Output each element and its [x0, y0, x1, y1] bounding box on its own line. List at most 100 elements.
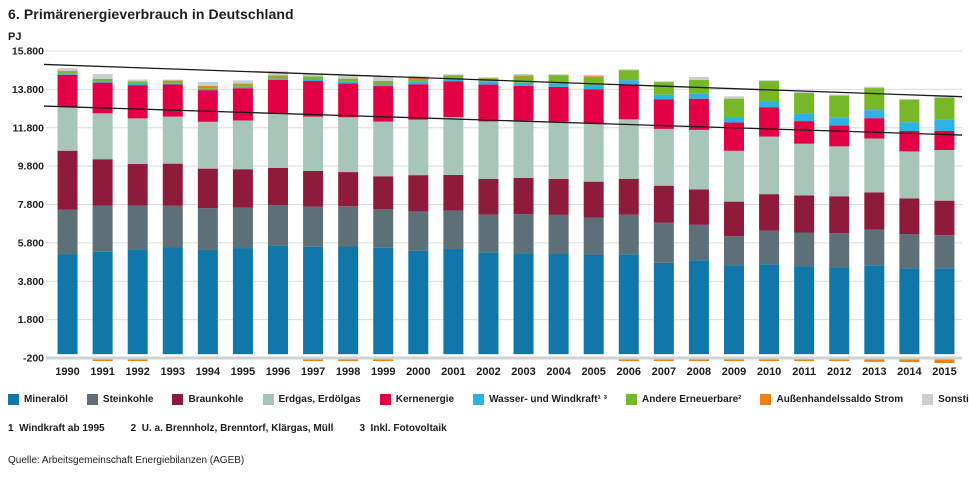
bar-segment-mineraloel [829, 267, 850, 355]
bar-segment-steinkohle [92, 205, 113, 252]
bar-segment-steinkohle [548, 214, 569, 255]
bar-segment-sonstige [478, 77, 499, 79]
x-tick-label: 2003 [511, 366, 535, 378]
bar-segment-erdgas [653, 128, 674, 186]
bar-segment-aussenhandel-negative [688, 359, 709, 361]
bar-segment-andere_erneuerbare [268, 75, 288, 79]
legend-swatch-kernenergie [379, 394, 391, 405]
bar-segment-steinkohle [653, 222, 674, 263]
bar-segment-steinkohle [759, 230, 780, 265]
bar-segment-wasser_wind [373, 84, 394, 87]
bar-segment-sonstige [232, 80, 253, 84]
legend-item-aussenhandel: Außenhandelssaldo Strom [760, 394, 903, 405]
x-tick-label: 2004 [546, 366, 571, 378]
bar-segment-wasser_wind [232, 86, 253, 89]
bar-segment-braunkohle [618, 178, 639, 215]
bar-segment-erdgas [548, 121, 569, 179]
bar-segment-wasser_wind [57, 73, 78, 75]
bar-segment-aussenhandel-negative [724, 359, 744, 361]
bar-segment-braunkohle [303, 170, 324, 207]
bar-segment-kernenergie [162, 84, 183, 117]
bar-segment-braunkohle [513, 177, 534, 215]
bar-segment-kernenergie [338, 83, 359, 118]
x-tick-label: 1992 [125, 366, 149, 378]
y-axis-unit-label: PJ [8, 31, 22, 43]
bar-segment-andere_erneuerbare [373, 80, 394, 85]
bar-segment-kernenergie [373, 86, 394, 122]
bar-segment-kernenergie [513, 85, 534, 121]
bar-segment-andere_erneuerbare [338, 78, 359, 82]
y-tick-label: 1.800 [18, 314, 44, 326]
bar-segment-sonstige [759, 80, 780, 82]
x-tick-label: 1990 [55, 366, 79, 378]
bar-segment-wasser_wind [268, 78, 288, 80]
bar-segment-kernenergie [618, 84, 639, 120]
bar-segment-kernenergie [829, 125, 850, 147]
bar-segment-andere_erneuerbare [899, 99, 920, 123]
bar-segment-aussenhandel [548, 75, 569, 77]
bar-segment-andere_erneuerbare [934, 97, 955, 120]
bar-segment-erdgas [268, 113, 288, 168]
bar-segment-steinkohle [688, 224, 709, 261]
bar-segment-braunkohle [724, 201, 744, 237]
bar-segment-sonstige [373, 76, 394, 81]
bar-segment-sonstige [92, 74, 113, 80]
x-tick-label: 1994 [196, 366, 221, 378]
bar-segment-kernenergie [443, 81, 464, 118]
bar-segment-andere_erneuerbare [443, 74, 464, 79]
bar-segment-aussenhandel-negative [653, 359, 674, 361]
bar-segment-erdgas [513, 120, 534, 178]
bar-segment-sonstige [829, 94, 850, 96]
bar-segment-erdgas [759, 136, 780, 195]
bar-segment-wasser_wind [303, 79, 324, 81]
bar-segment-mineraloel [443, 249, 464, 355]
bar-segment-kernenergie [724, 122, 744, 151]
bar-segment-erdgas [373, 121, 394, 177]
bar-segment-erdgas [303, 116, 324, 171]
bar-segment-mineraloel [197, 249, 218, 355]
bar-segment-wasser_wind [443, 78, 464, 82]
bar-segment-kernenergie [197, 90, 218, 122]
bar-segment-andere_erneuerbare [127, 81, 148, 84]
bar-segment-wasser_wind [127, 83, 148, 86]
bar-segment-wasser_wind [934, 119, 955, 131]
bar-segment-steinkohle [197, 208, 218, 250]
page-title: 6. Primärenergieverbrauch in Deutschland [8, 6, 294, 22]
legend-item-mineraloel: Mineralöl [8, 394, 68, 405]
bar-segment-sonstige [513, 74, 534, 76]
bar-segment-erdgas [688, 129, 709, 190]
bar-segment-andere_erneuerbare [583, 76, 604, 86]
bar-segment-aussenhandel [408, 77, 429, 79]
legend-swatch-erdgas [262, 394, 274, 405]
bar-segment-erdgas [583, 123, 604, 182]
x-tick-label: 2014 [897, 366, 922, 378]
bar-segment-erdgas [127, 118, 148, 165]
bar-segment-wasser_wind [338, 81, 359, 84]
x-tick-label: 1997 [301, 366, 325, 378]
legend-swatch-andere_erneuerbare [626, 394, 637, 405]
bar-segment-sonstige [197, 81, 218, 86]
bar-segment-sonstige [653, 81, 674, 83]
legend-swatch-aussenhandel [760, 394, 772, 405]
bar-segment-erdgas [57, 106, 78, 151]
bar-segment-braunkohle [92, 159, 113, 206]
legend-label: Außenhandelssaldo Strom [776, 394, 904, 405]
legend-item-braunkohle: Braunkohle [172, 394, 244, 405]
bar-segment-andere_erneuerbare [232, 83, 253, 87]
x-tick-label: 2012 [827, 366, 851, 378]
footnote: 1 Windkraft ab 1995 [8, 423, 105, 434]
bar-segment-braunkohle [759, 194, 780, 231]
bar-segment-mineraloel [57, 254, 78, 355]
trend-line-2 [43, 105, 963, 136]
legend-item-andere_erneuerbare: Andere Erneuerbare² [626, 394, 741, 405]
bar-segment-steinkohle [303, 206, 324, 247]
bar-segment-mineraloel [338, 246, 359, 355]
bar-segment-mineraloel [583, 254, 604, 355]
x-tick-label: 2000 [406, 366, 430, 378]
bar-segment-wasser_wind [548, 83, 569, 87]
bar-segment-kernenergie [92, 82, 113, 114]
legend-label: Sonstige [938, 394, 969, 405]
legend-item-wasser_wind: Wasser- und Windkraft¹ ³ [473, 394, 607, 405]
bar-segment-steinkohle [794, 232, 815, 267]
legend-swatch-braunkohle [172, 394, 184, 405]
